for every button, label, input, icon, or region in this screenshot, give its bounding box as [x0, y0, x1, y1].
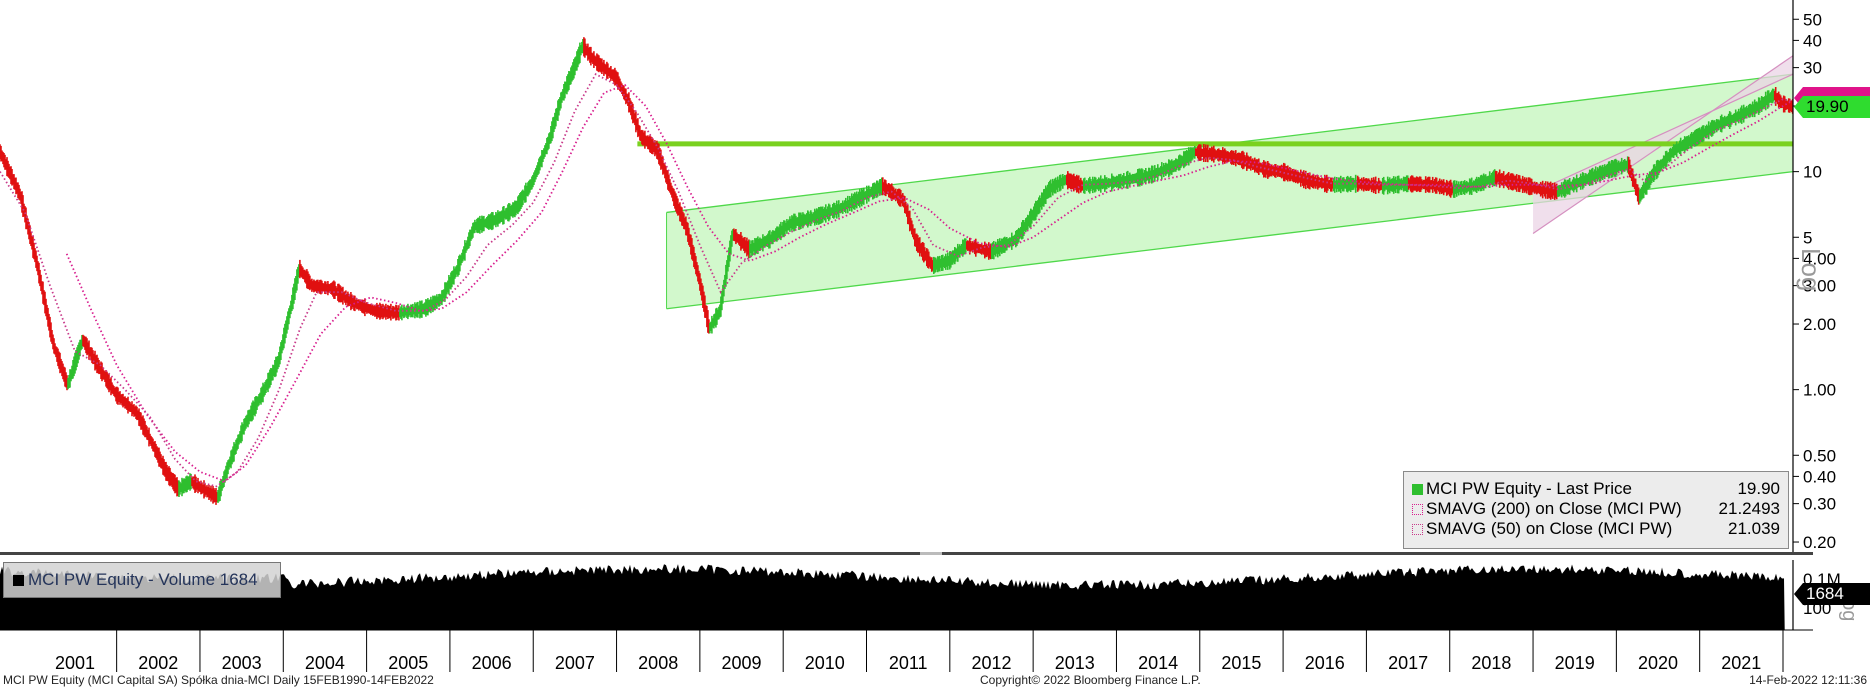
y-tick-label: 0.20	[1803, 533, 1836, 552]
legend-swatch-smavg50	[1412, 524, 1423, 535]
volume-plot-area	[0, 560, 1793, 630]
legend-swatch-smavg200	[1412, 504, 1423, 515]
last-price-tag: 19.90	[1794, 96, 1870, 118]
pane-separator-handle	[920, 552, 942, 555]
y-tick-label: 0.50	[1803, 446, 1836, 465]
y-tick-label: 50	[1803, 10, 1822, 29]
smavg50-line	[0, 73, 1794, 488]
x-tick-label: 2002	[138, 653, 178, 673]
x-tick-label: 2006	[472, 653, 512, 673]
x-tick-label: 2021	[1721, 653, 1761, 673]
y-tick-label: 0.30	[1803, 495, 1836, 514]
y-tick-label: 5	[1803, 228, 1812, 247]
volume-legend-label: MCI PW Equity - Volume 1684	[28, 570, 258, 589]
volume-bars	[0, 564, 1785, 630]
legend-row-last-price: MCI PW Equity - Last Price	[1412, 479, 1632, 499]
y-tick-label: 4.00	[1803, 249, 1836, 268]
x-tick-label: 2017	[1388, 653, 1428, 673]
chart-legend: MCI PW Equity - Last Price 19.90 SMAVG (…	[1403, 471, 1789, 549]
x-tick-label: 2013	[1055, 653, 1095, 673]
volume-legend: MCI PW Equity - Volume 1684	[3, 562, 281, 598]
legend-row-smavg50: SMAVG (50) on Close (MCI PW)	[1412, 519, 1672, 539]
legend-value-smavg50: 21.039	[1728, 519, 1780, 538]
x-tick-label: 2012	[971, 653, 1011, 673]
volume-legend-swatch	[13, 575, 24, 586]
legend-value-smavg200: 21.2493	[1718, 499, 1780, 518]
x-tick-label: 2016	[1305, 653, 1345, 673]
legend-value-last-price: 19.90	[1737, 479, 1780, 498]
x-tick-label: 2011	[889, 653, 928, 673]
footer-copyright: Copyright© 2022 Bloomberg Finance L.P.	[980, 673, 1201, 687]
x-tick-label: 2003	[222, 653, 262, 673]
short-channel-upper-line	[1532, 73, 1794, 194]
x-tick-label: 2015	[1221, 653, 1261, 673]
x-tick-label: 2005	[388, 653, 428, 673]
footer-timestamp: 14-Feb-2022 12:11:36	[1749, 673, 1867, 687]
legend-swatch-last-price	[1412, 484, 1423, 495]
x-tick-label: 2019	[1555, 653, 1595, 673]
pane-separator	[0, 552, 1813, 555]
y-tick-label: 10	[1803, 163, 1822, 182]
x-tick-label: 2007	[555, 653, 595, 673]
footer-security: MCI PW Equity (MCI Capital SA) Spółka dn…	[3, 673, 434, 687]
x-tick-label: 2018	[1471, 653, 1511, 673]
volume-last-tag: 1684	[1794, 583, 1870, 605]
y-tick-label: 2.00	[1803, 315, 1836, 334]
x-tick-label: 2001	[55, 653, 95, 673]
y-tick-label: 30	[1803, 59, 1822, 78]
trend-channel-fill	[666, 74, 1793, 309]
x-tick-label: 2008	[638, 653, 678, 673]
legend-label-smavg200: SMAVG (200) on Close (MCI PW)	[1426, 499, 1682, 518]
legend-row-smavg200: SMAVG (200) on Close (MCI PW)	[1412, 499, 1682, 519]
trend-channel-lower-line	[666, 170, 1794, 310]
x-tick-label: 2014	[1138, 653, 1178, 673]
y-tick-label: 40	[1803, 31, 1822, 50]
price-plot-area[interactable]	[0, 37, 1794, 505]
x-tick-label: 2020	[1638, 653, 1678, 673]
log-scale-label: Log	[1796, 248, 1826, 292]
x-tick-label: 2004	[305, 653, 345, 673]
smavg200-line	[65, 83, 1794, 483]
y-tick-label: 3.00	[1803, 277, 1836, 296]
legend-label-smavg50: SMAVG (50) on Close (MCI PW)	[1426, 519, 1673, 538]
legend-label-last-price: MCI PW Equity - Last Price	[1426, 479, 1632, 498]
x-tick-label: 2010	[805, 653, 845, 673]
y-tick-label: 1.00	[1803, 381, 1836, 400]
x-tick-label: 2009	[721, 653, 761, 673]
y-tick-label: 0.40	[1803, 467, 1836, 486]
